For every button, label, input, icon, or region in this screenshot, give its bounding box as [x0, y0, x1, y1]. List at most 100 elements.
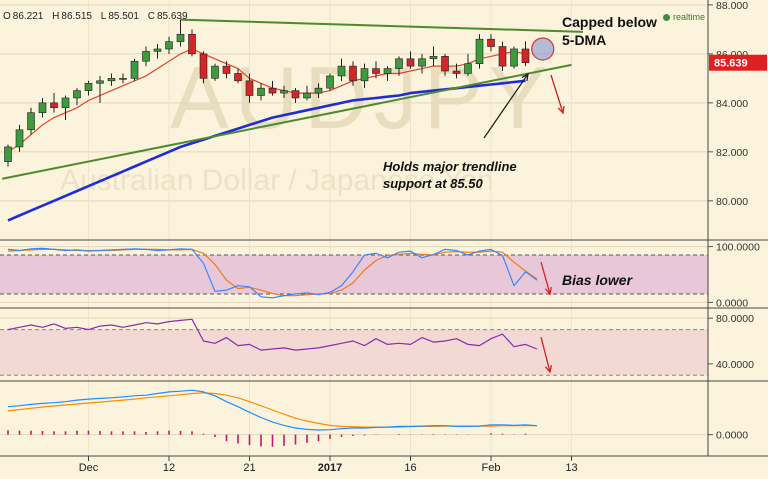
- candle-body: [280, 90, 288, 94]
- y-tick-label-price: 80.000: [716, 196, 748, 208]
- candle-body: [291, 90, 300, 99]
- y-tick-label-macd: 0.0000: [716, 430, 748, 442]
- candle-body: [418, 58, 426, 67]
- close-value: 85.639: [156, 11, 188, 22]
- annotation-capped-line2: 5-DMA: [562, 32, 606, 48]
- candle-body: [188, 33, 196, 55]
- annotation-holds-line1: Holds major trendline: [383, 159, 517, 174]
- close-label: C: [147, 11, 155, 22]
- resistance-trendline: [180, 18, 584, 33]
- candle-body: [84, 82, 93, 91]
- y-tick-label-stoch: 0.0000: [716, 297, 748, 309]
- y-tick-label-stoch: 100.0000: [716, 242, 760, 254]
- x-tick-label: 2017: [318, 462, 342, 474]
- candle-body: [130, 60, 139, 79]
- x-tick-label: 12: [163, 462, 175, 474]
- candle-body: [234, 73, 242, 82]
- candle-body: [326, 75, 334, 89]
- watermark-description: Australian Dollar / Japanese Yen: [60, 164, 494, 197]
- x-tick-label: 13: [565, 462, 577, 474]
- price-down-arrow-head: [557, 105, 565, 115]
- candle-body: [372, 68, 380, 74]
- realtime-indicator: realtime: [663, 12, 705, 22]
- candle-body: [429, 56, 438, 60]
- candle-body: [521, 48, 530, 64]
- rsi-band: [0, 329, 708, 376]
- annotation-capped-line1: Capped below: [562, 14, 657, 30]
- candle-body: [96, 80, 104, 84]
- trendline-pointer-arrow-head: [521, 72, 529, 82]
- ma-fast-line: [7, 48, 526, 153]
- candle-body: [165, 41, 173, 50]
- stochastic-k-line: [7, 247, 538, 299]
- low-label: L: [100, 11, 107, 22]
- candle-body: [38, 102, 47, 113]
- candle-body: [349, 65, 357, 82]
- candle-body: [27, 112, 35, 131]
- highlight-circle: [531, 37, 555, 61]
- y-tick-label-rsi: 40.0000: [716, 359, 754, 371]
- candle-body: [222, 65, 231, 74]
- open-label: O: [3, 11, 11, 22]
- y-tick-label-price: 82.000: [716, 147, 748, 159]
- rsi-down-arrow: [540, 336, 551, 373]
- candle-body: [107, 78, 116, 82]
- ma-slow-line: [7, 79, 526, 222]
- rsi-down-arrow-head: [544, 365, 553, 374]
- candle-body: [245, 80, 254, 96]
- candle-body: [314, 87, 323, 94]
- realtime-label: realtime: [673, 12, 706, 22]
- candle-body: [268, 87, 277, 94]
- price-down-arrow: [550, 74, 564, 114]
- last-price-tag: [709, 54, 767, 71]
- candle-body: [452, 70, 461, 74]
- candle-body: [153, 48, 162, 52]
- candle-body: [50, 102, 58, 109]
- candle-body: [498, 46, 507, 67]
- x-tick-label: 21: [243, 462, 255, 474]
- rsi-line: [7, 318, 538, 351]
- candle-body: [360, 68, 369, 82]
- candle-body: [73, 90, 81, 99]
- stochastic-down-arrow-head: [544, 286, 552, 296]
- x-tick-label: Dec: [79, 462, 99, 474]
- x-tick-label: Feb: [482, 462, 501, 474]
- candle-body: [199, 53, 208, 79]
- candle-body: [119, 78, 127, 80]
- ohlc-readout: O 86.221 H 86.515 L 85.501 C 85.639: [3, 11, 194, 22]
- candle-body: [383, 68, 392, 74]
- y-tick-label-rsi: 80.0000: [716, 313, 754, 325]
- candle-body: [395, 58, 403, 69]
- candle-body: [337, 65, 346, 77]
- candle-body: [142, 51, 150, 62]
- candle-body: [464, 63, 472, 74]
- realtime-dot-icon: [663, 14, 670, 22]
- candle-body: [4, 146, 12, 162]
- support-trendline: [2, 63, 572, 180]
- candle-body: [406, 58, 415, 67]
- candle-body: [61, 97, 70, 109]
- stochastic-down-arrow: [540, 261, 551, 295]
- candle-body: [475, 38, 484, 64]
- candle-body: [176, 33, 185, 42]
- low-value: 85.501: [108, 11, 139, 22]
- candle-body: [487, 38, 495, 47]
- candle-body: [510, 48, 518, 67]
- y-tick-label-price: 88.000: [716, 0, 748, 12]
- candle-body: [211, 65, 219, 79]
- open-value: 86.221: [12, 11, 44, 22]
- stochastic-band: [0, 254, 708, 295]
- candle-body: [15, 129, 24, 148]
- high-label: H: [52, 11, 60, 22]
- candle-body: [303, 92, 311, 99]
- x-tick-label: 16: [404, 462, 416, 474]
- last-price-label: 85.639: [714, 58, 748, 70]
- annotation-holds-line2: support at 85.50: [383, 176, 483, 191]
- candle-body: [257, 87, 265, 96]
- candle-body: [441, 56, 449, 72]
- y-tick-label-price: 84.000: [716, 98, 748, 110]
- macd-line: [7, 389, 538, 431]
- trendline-pointer-arrow: [483, 73, 529, 139]
